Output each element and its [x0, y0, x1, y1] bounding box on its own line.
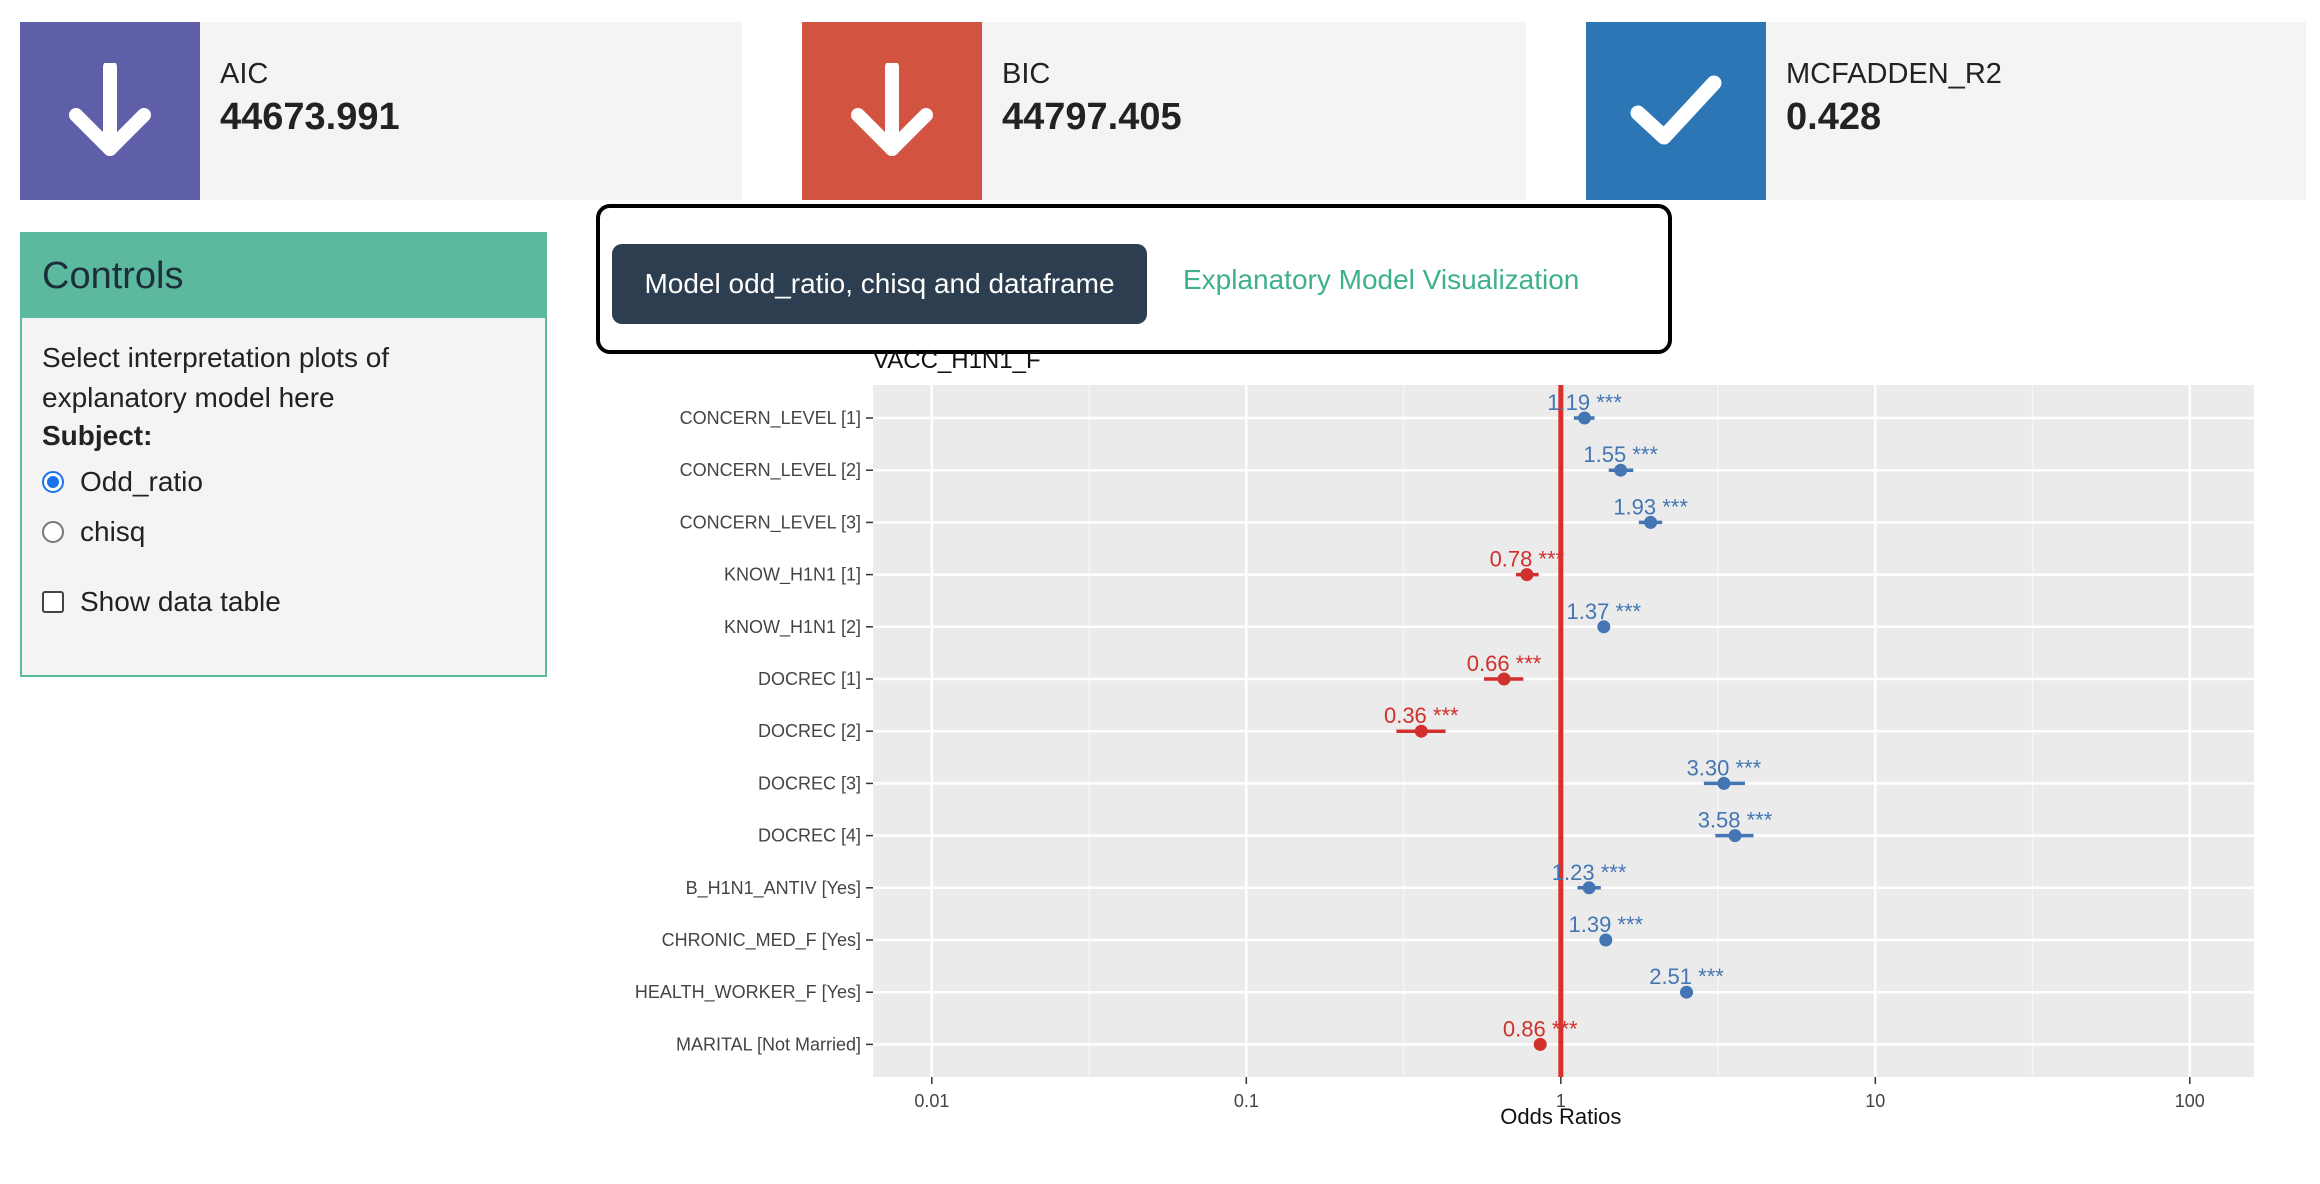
- show-data-table-label: Show data table: [80, 586, 281, 617]
- aic-caption: AIC: [220, 58, 269, 90]
- data-point: [1497, 672, 1511, 686]
- bic-caption: BIC: [1002, 58, 1051, 90]
- bic-value-box: BIC 44797.405: [802, 22, 1526, 200]
- x-tick-label: 0.01: [914, 1091, 949, 1111]
- data-label: 0.86 ***: [1503, 1016, 1578, 1041]
- data-label: 1.55 ***: [1583, 442, 1658, 467]
- data-point: [1728, 829, 1742, 843]
- data-point: [1614, 463, 1628, 477]
- mcfadden-value: 0.428: [1786, 96, 1882, 138]
- y-tick-label: CONCERN_LEVEL [1]: [680, 408, 861, 429]
- data-point: [1533, 1037, 1547, 1051]
- mcfadden-value-box: MCFADDEN_R2 0.428: [1586, 22, 2306, 200]
- y-tick-label: CONCERN_LEVEL [3]: [680, 512, 861, 533]
- y-tick-label: DOCREC [2]: [758, 721, 861, 741]
- radio-odd-ratio-label: Odd_ratio: [80, 466, 203, 497]
- y-tick-label: CHRONIC_MED_F [Yes]: [662, 930, 861, 951]
- radio-chisq-label: chisq: [80, 516, 146, 547]
- aic-value: 44673.991: [220, 96, 400, 138]
- y-tick-label: KNOW_H1N1 [1]: [724, 565, 861, 586]
- data-point: [1597, 620, 1611, 634]
- data-point: [1582, 881, 1596, 895]
- y-tick-label: DOCREC [1]: [758, 669, 861, 689]
- controls-description: Select interpretation plots of explanato…: [42, 342, 390, 413]
- data-label: 2.51 ***: [1649, 964, 1724, 989]
- y-tick-label: KNOW_H1N1 [2]: [724, 617, 861, 638]
- data-label: 0.66 ***: [1467, 651, 1542, 676]
- controls-title: Controls: [22, 234, 545, 318]
- tab-model-odd-ratio[interactable]: Model odd_ratio, chisq and dataframe: [612, 244, 1147, 324]
- mcfadden-icon-panel: [1586, 22, 1766, 200]
- data-label: 3.30 ***: [1687, 755, 1762, 780]
- data-label: 1.37 ***: [1567, 599, 1642, 624]
- tab-bar: Model odd_ratio, chisq and dataframe Exp…: [596, 204, 1672, 354]
- data-point: [1599, 933, 1613, 947]
- bic-value: 44797.405: [1002, 96, 1182, 138]
- bic-icon-panel: [802, 22, 982, 200]
- arrow-down-icon: [69, 63, 151, 156]
- data-label: 1.19 ***: [1547, 390, 1622, 415]
- checkbox[interactable]: [42, 591, 64, 613]
- x-tick-label: 1: [1556, 1091, 1566, 1111]
- data-point: [1578, 411, 1592, 425]
- subject-label: Subject:: [42, 420, 153, 451]
- arrow-down-icon: [851, 63, 933, 156]
- x-tick-label: 10: [1865, 1091, 1885, 1111]
- x-tick-label: 100: [2175, 1091, 2205, 1111]
- y-tick-label: DOCREC [3]: [758, 773, 861, 793]
- data-point: [1520, 568, 1534, 582]
- y-tick-label: B_H1N1_ANTIV [Yes]: [686, 878, 861, 899]
- data-label: 0.36 ***: [1384, 703, 1459, 728]
- aic-icon-panel: [20, 22, 200, 200]
- mcfadden-caption: MCFADDEN_R2: [1786, 58, 2002, 90]
- data-label: 3.58 ***: [1698, 808, 1773, 833]
- tab-explanatory-visualization[interactable]: Explanatory Model Visualization: [1183, 264, 1580, 295]
- data-label: 0.78 ***: [1490, 547, 1565, 572]
- data-point: [1680, 985, 1694, 999]
- data-label: 1.23 ***: [1552, 860, 1627, 885]
- data-label: 1.93 ***: [1613, 494, 1688, 519]
- y-tick-label: MARITAL [Not Married]: [676, 1034, 861, 1054]
- plot-panel: [873, 385, 2254, 1077]
- x-tick-label: 0.1: [1234, 1091, 1259, 1111]
- data-point: [1717, 776, 1731, 790]
- y-tick-label: DOCREC [4]: [758, 826, 861, 846]
- radio-chisq[interactable]: chisq: [42, 516, 145, 548]
- show-data-table-checkbox[interactable]: Show data table: [42, 586, 281, 618]
- x-axis-label: Odds Ratios: [1500, 1104, 1621, 1129]
- radio-button-selected[interactable]: [42, 471, 64, 493]
- radio-odd-ratio[interactable]: Odd_ratio: [42, 466, 203, 498]
- y-tick-label: CONCERN_LEVEL [2]: [680, 460, 861, 481]
- radio-button[interactable]: [42, 521, 64, 543]
- data-label: 1.39 ***: [1568, 912, 1643, 937]
- check-icon: [1630, 75, 1722, 145]
- aic-value-box: AIC 44673.991: [20, 22, 742, 200]
- data-point: [1414, 724, 1428, 738]
- y-tick-label: HEALTH_WORKER_F [Yes]: [635, 982, 861, 1003]
- data-point: [1644, 515, 1658, 529]
- controls-panel: Controls Select interpretation plots of …: [20, 232, 547, 677]
